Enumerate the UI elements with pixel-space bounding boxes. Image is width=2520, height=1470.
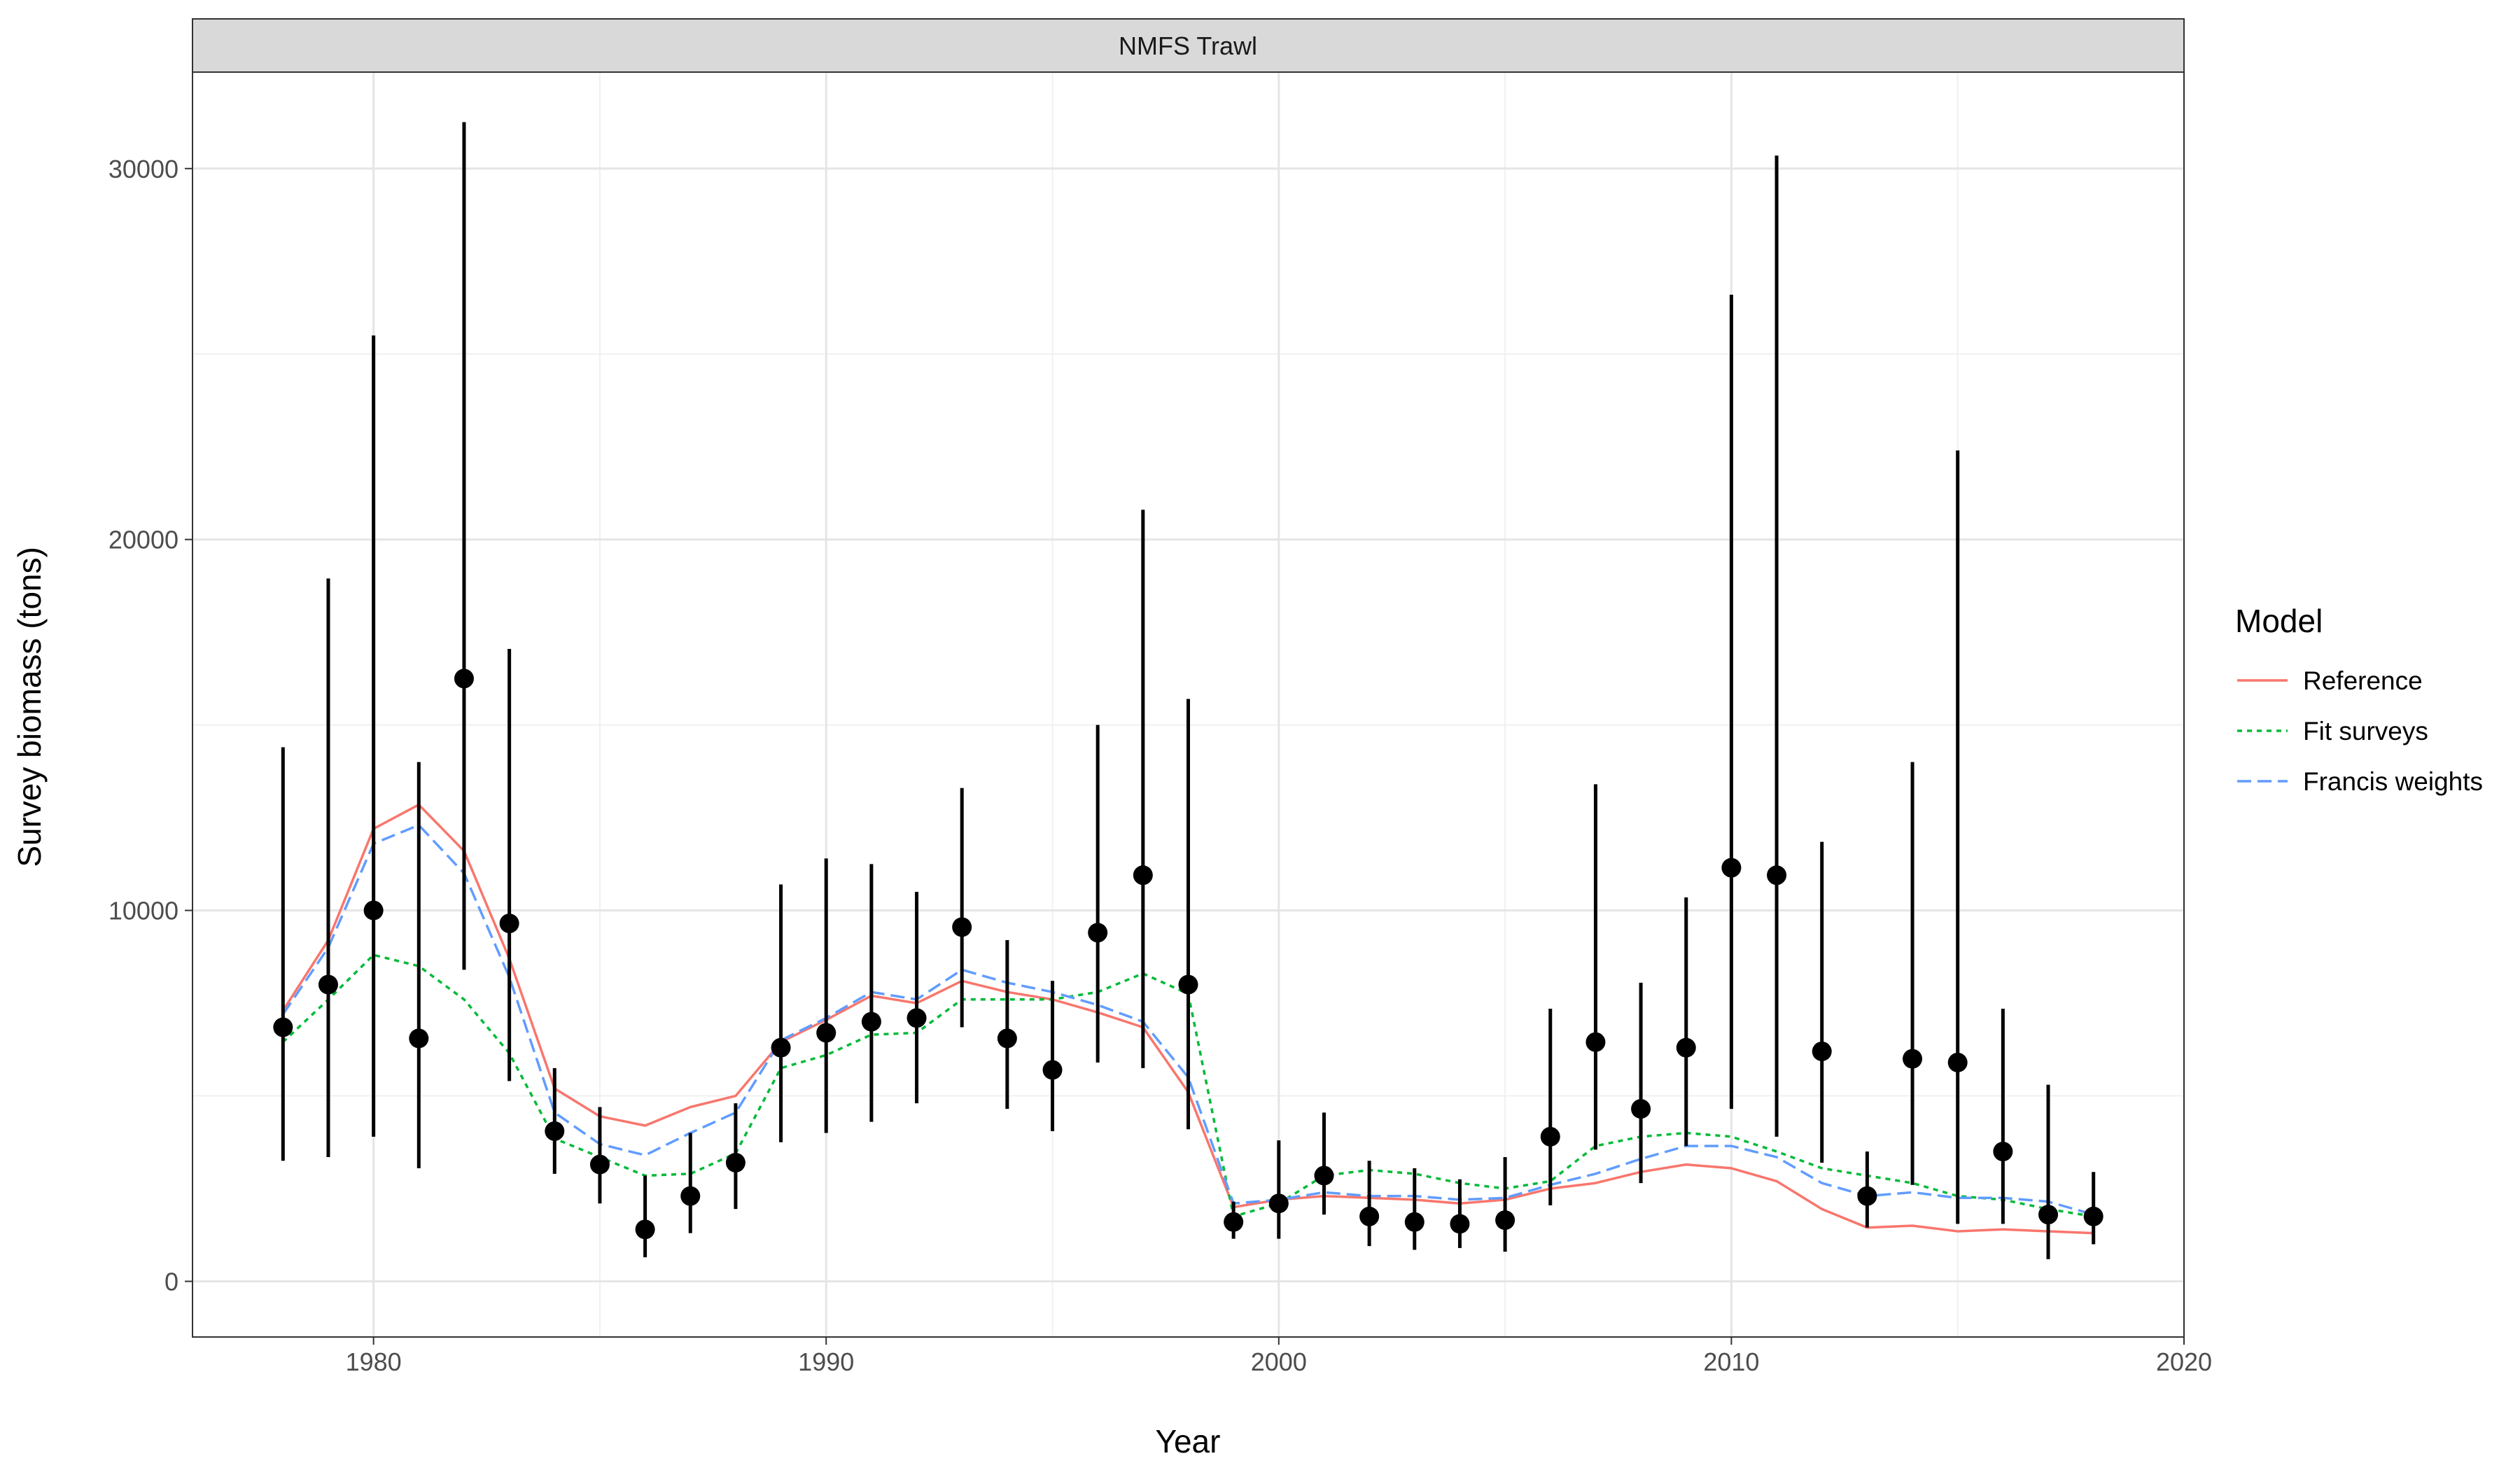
plot-panel-border [192, 71, 2185, 1338]
observation-point [1450, 1214, 1470, 1234]
observation-point [1721, 858, 1742, 878]
x-tick-label: 2000 [1251, 1348, 1307, 1376]
observation-point [318, 974, 338, 995]
x-tick-label: 2020 [2156, 1348, 2212, 1376]
observation-point [1903, 1049, 1923, 1069]
observation-point [906, 1008, 927, 1028]
legend-label: Reference [2303, 666, 2423, 695]
observation-point [1088, 923, 1108, 943]
observation-point [2083, 1206, 2104, 1226]
observation-point [1857, 1186, 1877, 1206]
observation-point [273, 1017, 293, 1037]
observation-point [409, 1028, 429, 1049]
y-tick-label: 20000 [108, 526, 178, 554]
observation-point [1540, 1126, 1560, 1147]
observation-point [952, 917, 972, 937]
legend-title: Model [2235, 603, 2323, 639]
facet-strip: NMFS Trawl [192, 18, 2185, 73]
observation-point [1042, 1060, 1063, 1080]
observation-point [680, 1186, 701, 1206]
x-tick-label: 1990 [798, 1348, 854, 1376]
legend-label: Fit surveys [2303, 717, 2428, 746]
x-axis-title: Year [1156, 1423, 1221, 1460]
observation-point [1495, 1210, 1516, 1231]
observation-point [635, 1219, 655, 1240]
x-axis: 1980 1990 2000 2010 2020 [346, 1337, 2212, 1376]
observation-error-bars [281, 122, 2096, 1259]
observation-point [1993, 1142, 2013, 1162]
observation-point [771, 1037, 791, 1058]
observation-points [273, 668, 2104, 1240]
y-tick-label: 30000 [108, 155, 178, 183]
observation-point [1947, 1052, 1968, 1072]
observation-point [454, 668, 474, 689]
series-line-francis-weights [281, 823, 2094, 1216]
observation-point [1586, 1032, 1606, 1052]
observation-point [589, 1154, 610, 1175]
observation-point [1676, 1037, 1696, 1058]
observation-point [861, 1011, 881, 1032]
observation-point [1812, 1041, 1832, 1061]
y-axis: 0 10000 20000 30000 [108, 155, 192, 1296]
observation-point [499, 913, 519, 934]
observation-point [1631, 1099, 1651, 1119]
observation-point [1314, 1166, 1334, 1186]
legend-label: Francis weights [2303, 767, 2483, 796]
observation-point [545, 1121, 565, 1141]
plot-panel [192, 71, 2185, 1338]
observation-point [725, 1152, 746, 1172]
y-tick-label: 10000 [108, 897, 178, 925]
observation-point [1767, 865, 1787, 886]
y-axis-title: Survey biomass (tons) [11, 547, 48, 867]
observation-point [997, 1028, 1017, 1049]
observation-point [1359, 1206, 1380, 1226]
y-tick-label: 0 [164, 1268, 178, 1296]
observation-point [1133, 865, 1153, 886]
x-tick-label: 2010 [1703, 1348, 1759, 1376]
observation-point [816, 1023, 836, 1043]
legend: Model Reference Fit surveys Francis weight… [2235, 603, 2483, 796]
facet-strip-box [192, 18, 2185, 73]
observation-point [1178, 974, 1198, 995]
observation-point [1268, 1194, 1289, 1214]
legend-items: Reference Fit surveys Francis weights [2237, 666, 2483, 796]
x-tick-label: 1980 [346, 1348, 402, 1376]
facet-title: NMFS Trawl [1119, 31, 1257, 60]
observation-point [1224, 1212, 1244, 1232]
observation-point [2038, 1205, 2059, 1225]
observation-point [1404, 1212, 1424, 1232]
observation-point [363, 900, 384, 920]
